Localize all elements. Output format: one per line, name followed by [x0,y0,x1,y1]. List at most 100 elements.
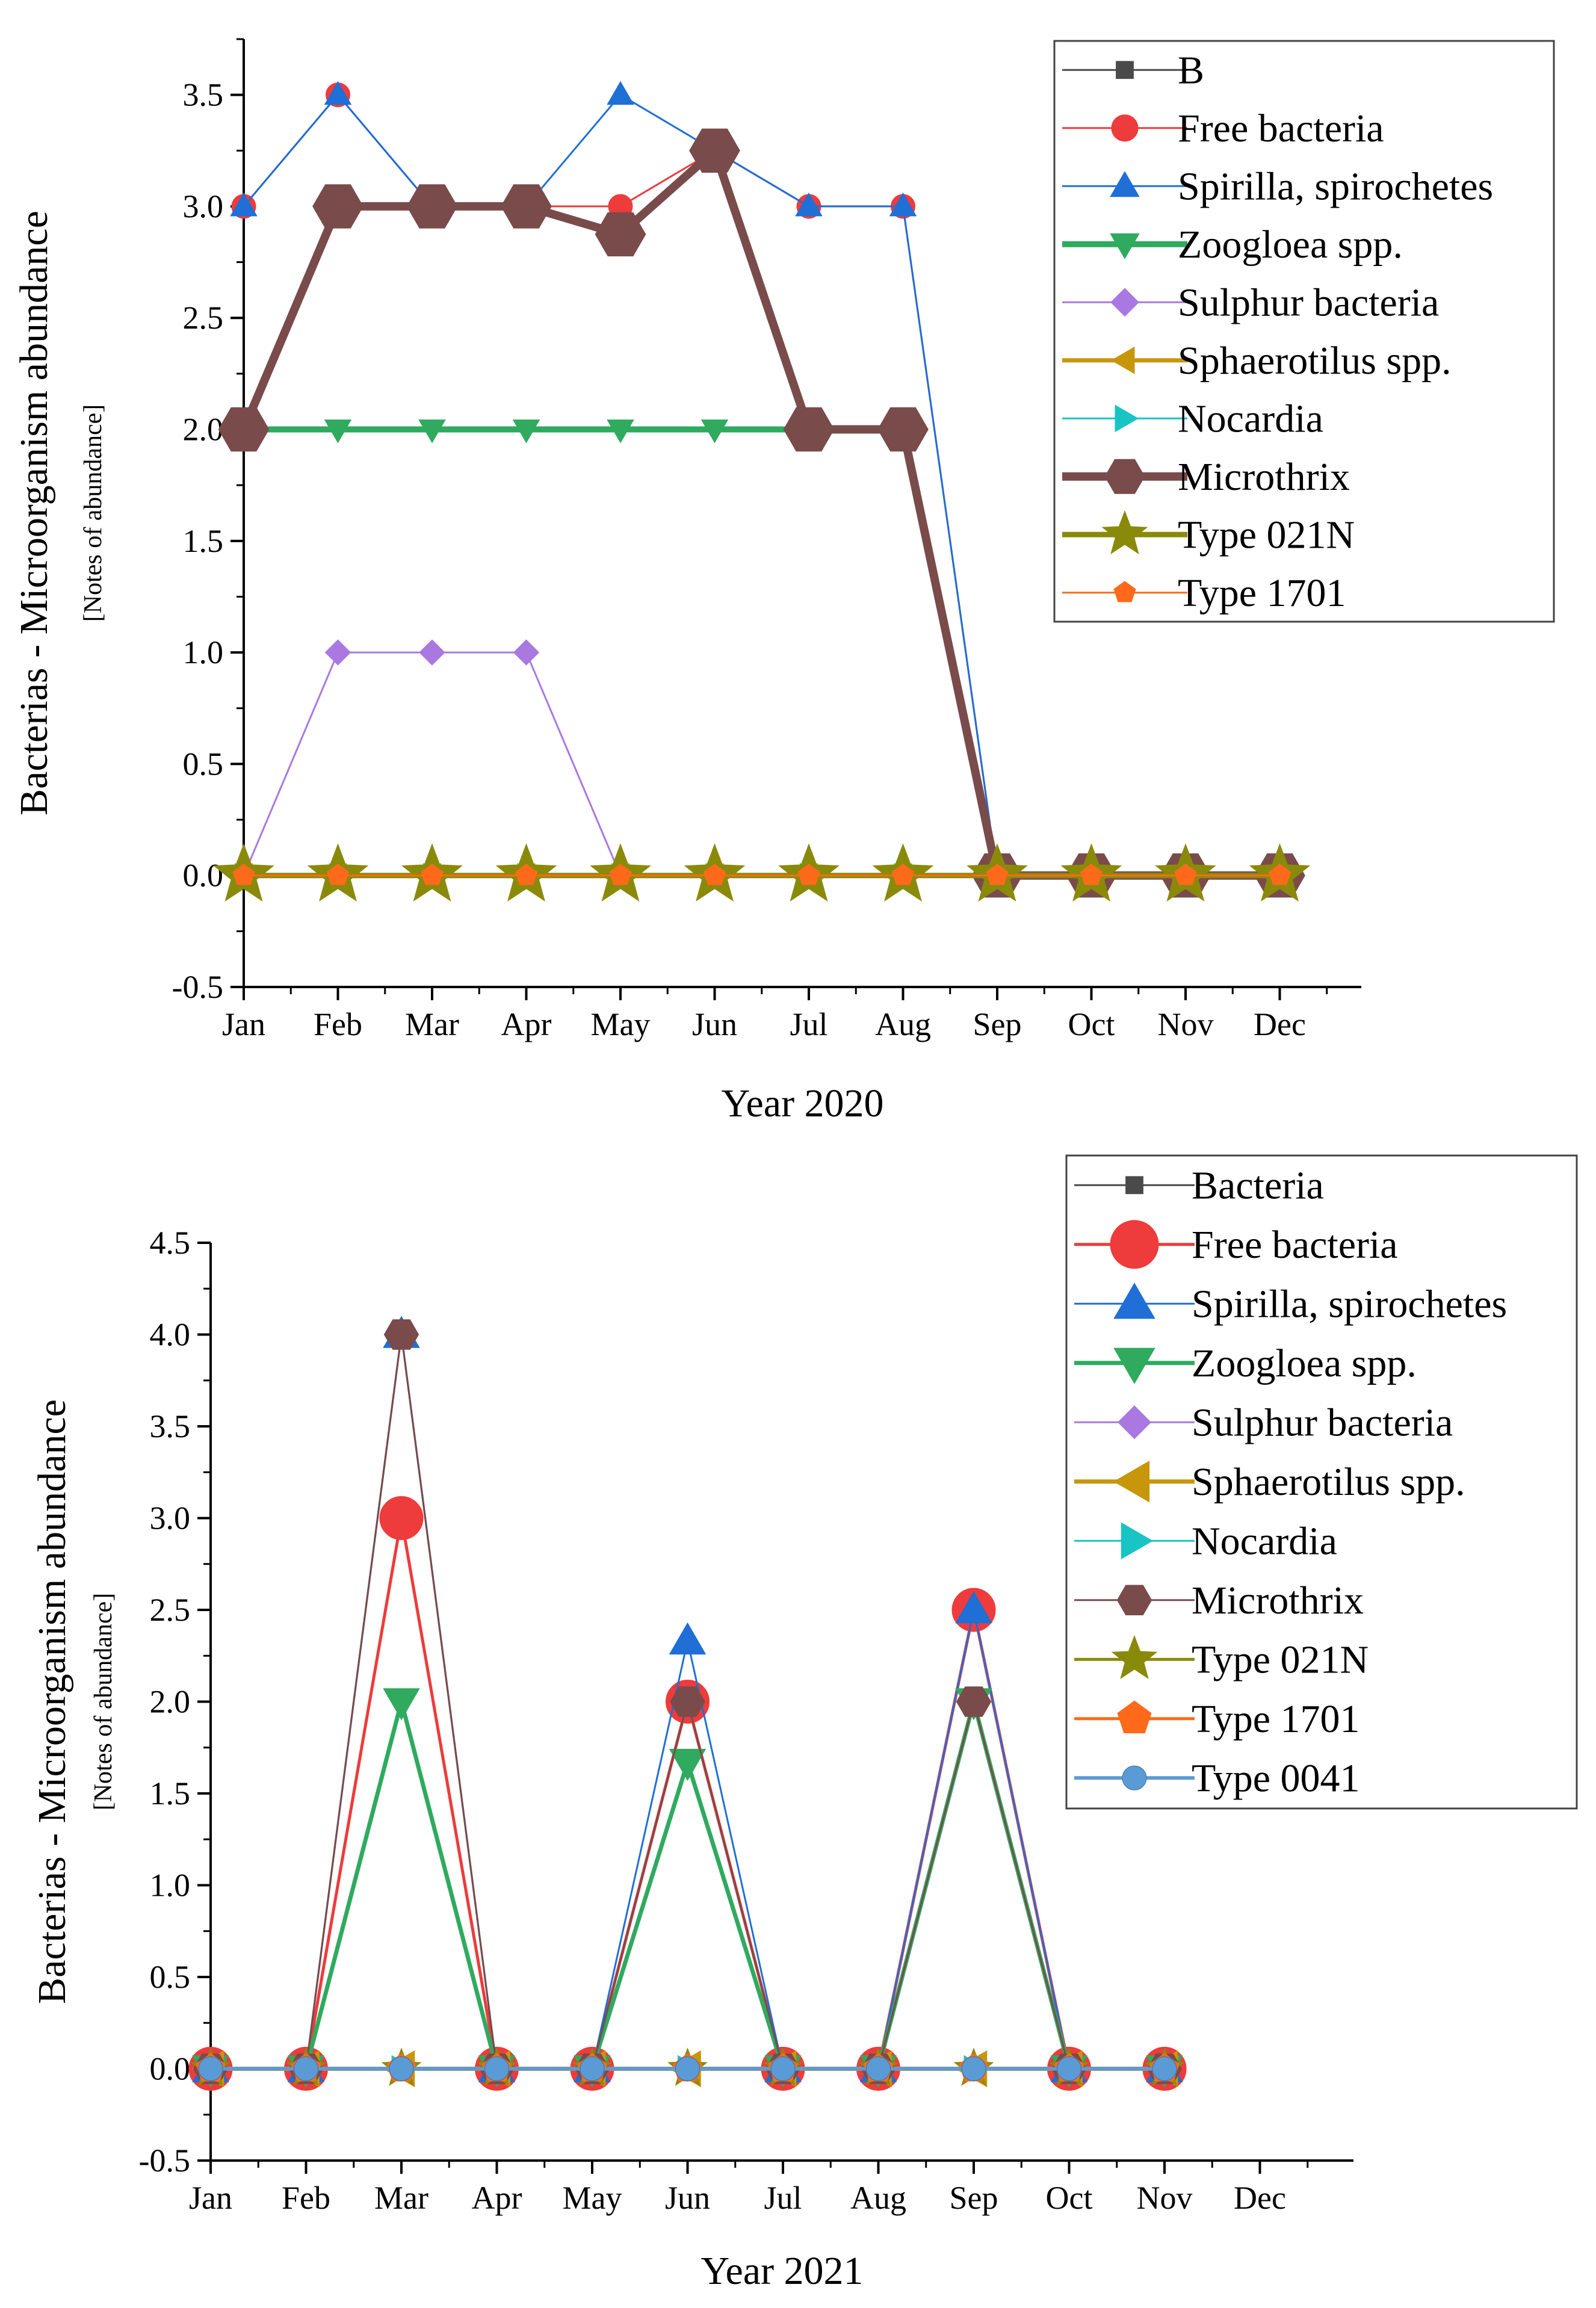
data-point [324,81,352,105]
legend-label: Type 021N [1178,513,1355,557]
legend-marker [1104,459,1145,494]
legend-label: Sulphur bacteria [1178,280,1439,324]
legend-marker [1113,1282,1155,1319]
legend-label: Type 1701 [1178,571,1346,615]
y-tick-label: 1.5 [150,1775,191,1811]
data-point [701,419,729,444]
legend-marker [1111,114,1139,142]
legend-label: Nocardia [1178,397,1323,441]
data-point [783,407,835,452]
y-tick-label: 2.0 [150,1684,191,1720]
data-point [513,639,540,666]
x-tick-label: Dec [1234,2180,1286,2216]
x-axis-title: Year 2021 [701,2249,863,2293]
legend: Bacteria Free bacteria Spirilla, spirochet… [1065,1154,1578,1810]
legend-label: Microthrix [1178,455,1350,499]
data-point [891,864,915,885]
y-tick-label: 2.5 [183,300,224,336]
x-tick-label: Nov [1158,1006,1214,1042]
data-point [389,2056,414,2081]
y-tick-label: 0.5 [150,1959,191,1995]
y-tick-label: -0.5 [172,969,223,1005]
chart-panel-2: -0.5 0.0 0.5 1.0 1.5 2.0 2.5 3.0 3.5 4.0 4.5 Jan Feb… [30,1154,1578,2293]
series-1 [188,1496,1187,2091]
data-point [218,407,270,452]
x-axis-title: Year 2020 [721,1081,883,1125]
data-point [501,184,552,229]
series-10 [198,2056,1177,2081]
legend-label: Zoogloea spp. [1178,223,1403,267]
y-tick-label: 1.5 [183,523,224,559]
x-tick-label: Sep [950,2180,998,2216]
legend-marker [1101,510,1148,554]
x-tick-label: Mar [405,1006,459,1042]
series-9 [232,864,1291,885]
data-point [484,2056,509,2081]
legend-marker [1111,346,1135,374]
data-point [1080,864,1103,885]
legend-label: Free bacteria [1192,1223,1398,1267]
data-point [889,192,917,217]
x-tick-label: Sep [973,1006,1022,1042]
data-point [418,419,446,444]
data-point [312,184,363,229]
x-tick-label: Jan [189,2180,232,2216]
x-tick-label: Jun [692,1006,737,1042]
data-point [609,864,632,885]
data-point [326,864,350,885]
data-point [232,864,255,885]
legend-marker [1110,1220,1159,1269]
data-point [1268,864,1291,885]
y-tick-label: 3.0 [183,188,224,224]
legend-label: Type 0041 [1192,1756,1360,1800]
legend-marker [1113,1461,1150,1503]
data-point [294,2056,318,2081]
data-point [1057,2056,1081,2081]
legend-label: Sulphur bacteria [1192,1400,1453,1444]
x-tick-label: Oct [1046,2180,1093,2216]
legend-label: Free bacteria [1178,107,1384,150]
y-axis-subtitle: [Notes of abundance] [90,1593,117,1811]
legend: B Free bacteria Spirilla, spirochetes Zoogl… [1053,40,1555,623]
legend-label: Spirilla, spirochetes [1192,1282,1507,1326]
data-point [512,419,540,444]
y-tick-label: 0.5 [183,746,224,782]
legend-label: Microthrix [1192,1579,1364,1623]
data-point [961,2056,986,2081]
y-tick-label: 3.5 [183,77,224,113]
series-line [243,651,1280,877]
legend-label: Zoogloea spp. [1192,1341,1417,1385]
y-axis-subtitle: [Notes of abundance] [79,404,107,622]
x-tick-label: Feb [282,2180,330,2216]
data-point [198,2056,223,2081]
x-tick-label: May [563,2180,622,2216]
y-tick-label: 1.0 [150,1867,191,1904]
legend-marker [1117,1405,1152,1440]
legend-label: Spirilla, spirochetes [1178,164,1493,208]
chart-panel-1: -0.5 0.0 0.5 1.0 1.5 2.0 2.5 3.0 3.5 Jan Feb Mar Apr… [12,38,1555,1125]
data-point [866,2056,891,2081]
data-point [230,192,258,217]
legend-label: Nocardia [1192,1519,1337,1563]
data-point [607,81,634,105]
x-tick-label: Aug [875,1006,931,1042]
data-point [515,864,538,885]
legend-label: Sphaerotilus spp. [1192,1460,1465,1504]
y-tick-label: 2.5 [150,1592,191,1628]
x-tick-label: Mar [374,2180,428,2216]
y-axis-title: Bacterias - Microorganism abundance [30,1399,74,2004]
data-point [1174,864,1197,885]
data-point [406,184,458,229]
x-tick-label: Jun [665,2180,710,2216]
data-point [1152,2056,1177,2081]
x-tick-label: Apr [501,1006,552,1042]
legend-marker [1122,1765,1147,1790]
data-point [324,419,352,444]
series-7 [193,1319,1183,2084]
data-point [703,864,726,885]
x-tick-label: Jul [790,1006,827,1042]
x-tick-label: Apr [472,2180,522,2216]
legend-label: Type 1701 [1192,1697,1360,1741]
legend-label: B [1178,48,1204,92]
data-point [670,1686,705,1717]
